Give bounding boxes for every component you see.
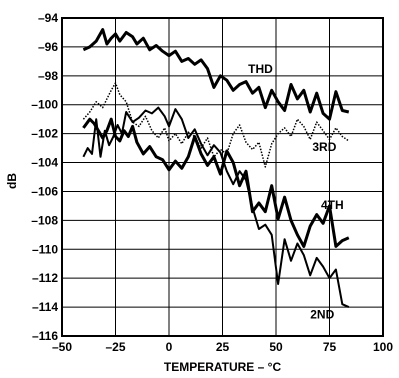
y-tick-label: –104 xyxy=(31,156,58,170)
series-thd-line xyxy=(82,28,350,121)
x-tick-label: –25 xyxy=(105,340,125,354)
y-tick-label: –110 xyxy=(32,242,58,256)
series-3rd-line xyxy=(82,82,350,168)
x-tick-label: 25 xyxy=(216,340,230,354)
series-label-4th: 4TH xyxy=(321,198,344,212)
y-tick-labels: –94 –96 –98 –100 –102 –104 –106 –108 –110 –112 –11… xyxy=(31,11,58,343)
series-label-thd: THD xyxy=(248,62,273,76)
x-tick-label: 0 xyxy=(166,340,173,354)
y-tick-label: –98 xyxy=(38,69,58,83)
x-tick-label: 100 xyxy=(373,340,393,354)
x-tick-label: –50 xyxy=(52,340,72,354)
y-tick-label: –102 xyxy=(31,127,58,141)
y-tick-label: –94 xyxy=(38,11,58,25)
y-tick-label: –100 xyxy=(31,98,58,112)
y-tick-label: –112 xyxy=(32,271,58,285)
x-tick-label: 75 xyxy=(323,340,337,354)
x-axis-title: TEMPERATURE – °C xyxy=(164,360,282,374)
y-tick-label: –114 xyxy=(32,300,58,314)
x-tick-label: 50 xyxy=(269,340,283,354)
series-labels: THD 3RD 4TH 2ND xyxy=(248,62,343,322)
y-tick-label: –106 xyxy=(31,184,58,198)
grid-lines xyxy=(62,18,383,336)
x-tick-labels: –50 –25 0 25 50 75 100 xyxy=(52,340,393,354)
series-label-3rd: 3RD xyxy=(312,140,336,154)
y-tick-label: –116 xyxy=(32,329,58,343)
y-tick-label: –108 xyxy=(31,213,58,227)
y-tick-label: –96 xyxy=(38,40,58,54)
plot-frame xyxy=(61,17,384,337)
series-label-2nd: 2ND xyxy=(310,308,334,322)
y-axis-title: dB xyxy=(5,173,19,189)
series-lines xyxy=(82,28,350,309)
series-2nd-line xyxy=(82,106,350,309)
series-4th-line xyxy=(82,117,350,248)
